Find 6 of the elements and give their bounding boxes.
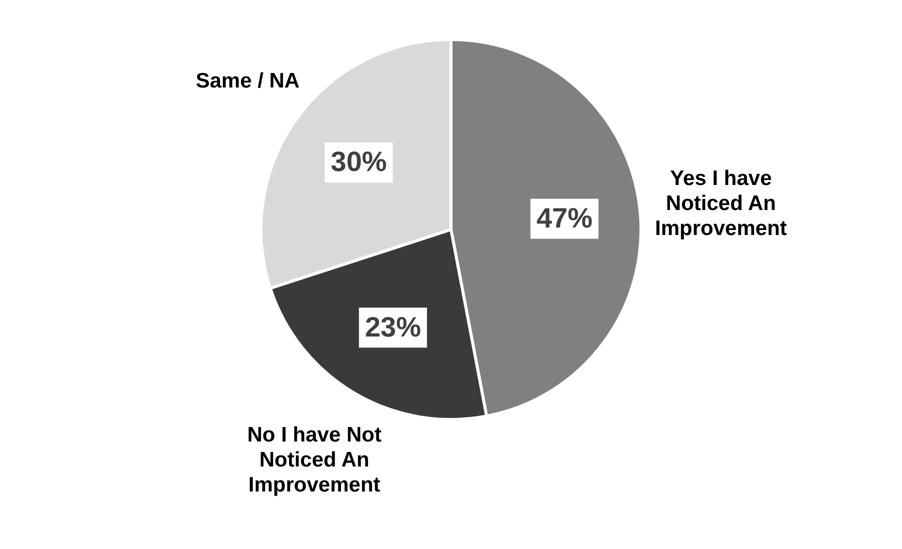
slice-label: Yes I have Noticed An Improvement: [655, 166, 787, 240]
data-label: 30%: [330, 146, 387, 178]
slice-label: No I have Not Noticed An Improvement: [247, 423, 382, 496]
slice-label: Same / NA: [196, 70, 300, 93]
data-label: 47%: [536, 202, 593, 234]
data-label: 23%: [364, 311, 422, 342]
